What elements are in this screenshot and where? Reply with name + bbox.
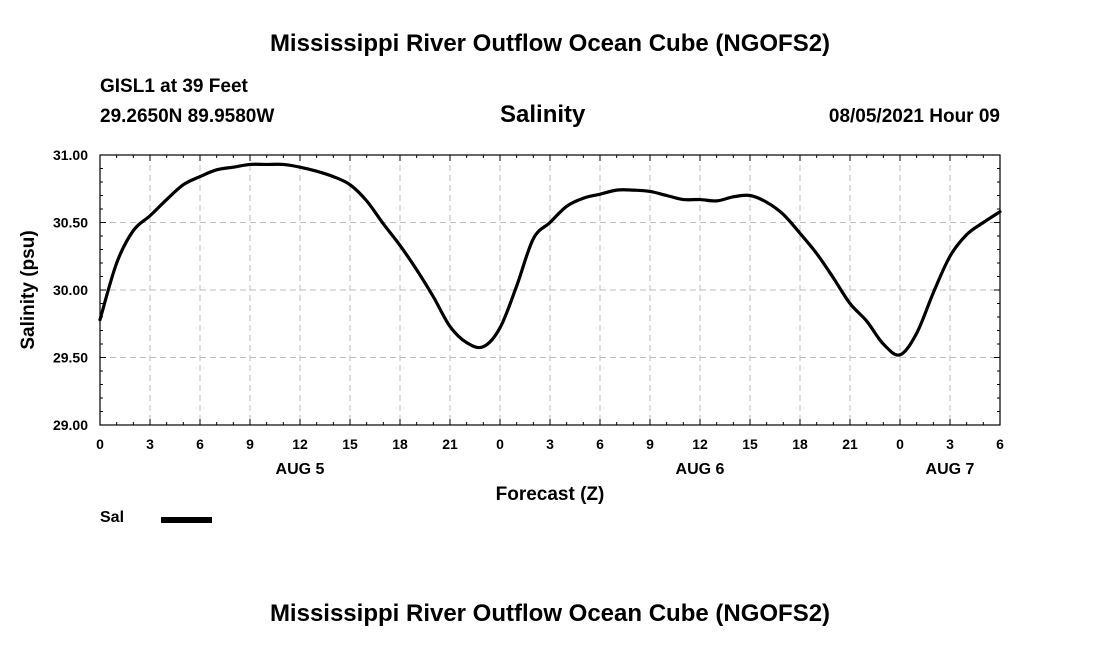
y-tick-label: 31.00 [53,147,88,163]
y-tick-label: 30.00 [53,282,88,298]
x-tick-label: 21 [442,436,458,452]
legend-swatch [161,517,212,523]
station-label: GISL1 at 39 Feet [100,76,248,97]
x-tick-label: 0 [896,436,904,452]
variable-title: Salinity [500,101,586,128]
page-title: Mississippi River Outflow Ocean Cube (NG… [269,30,831,57]
x-axis-label: Forecast (Z) [496,484,605,505]
x-tick-label: 3 [546,436,554,452]
x-tick-label: 0 [496,436,504,452]
y-axis-label: Salinity (psu) [18,230,39,349]
station-coordinates: 29.2650N 89.9580W [100,106,275,127]
gridlines [100,155,1000,425]
x-tick-label: 6 [996,436,1004,452]
x-tick-label: 6 [596,436,604,452]
salinity-series-line [98,162,1002,357]
plot-frame [99,154,1001,426]
day-label: AUG 7 [926,461,975,478]
x-tick-label: 3 [146,436,154,452]
forecast-datetime: 08/05/2021 Hour 09 [828,106,1000,127]
x-tick-label: 12 [292,436,308,452]
x-tick-labels: 0 3 6 9 12 15 18 21 0 3 6 9 12 15 18 21 0 3 6 [96,436,1004,452]
x-tick-label: 0 [96,436,104,452]
day-label: AUG 5 [276,461,325,478]
x-tick-label: 18 [792,436,808,452]
x-tick-label: 15 [342,436,358,452]
y-tick-labels: 29.00 29.50 30.00 30.50 31.00 [53,147,88,433]
x-tick-label: 9 [646,436,654,452]
y-tick-label: 29.50 [53,350,88,366]
x-tick-label: 3 [946,436,954,452]
x-tick-label: 6 [196,436,204,452]
x-tick-label: 21 [842,436,858,452]
y-tick-label: 29.00 [53,417,88,433]
x-tick-label: 9 [246,436,254,452]
x-tick-label: 15 [742,436,758,452]
x-tick-label: 18 [392,436,408,452]
x-tick-label: 12 [692,436,708,452]
legend-label: Sal [100,509,125,526]
y-tick-label: 30.50 [53,215,88,231]
day-label: AUG 6 [676,461,725,478]
day-labels: AUG 5 AUG 6 AUG 7 [276,461,975,478]
footer-title: Mississippi River Outflow Ocean Cube (NG… [269,600,831,627]
